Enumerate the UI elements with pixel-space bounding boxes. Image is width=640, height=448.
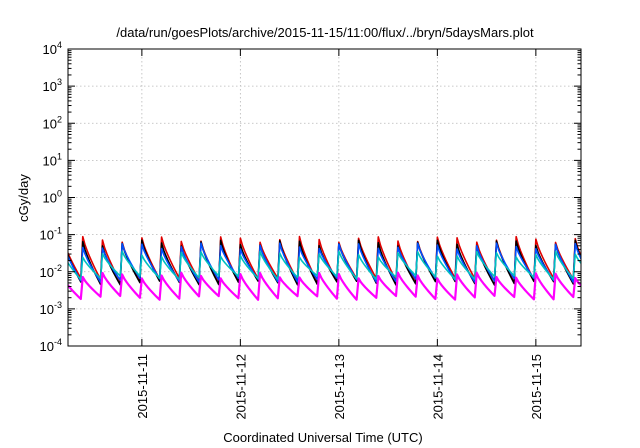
y-tick-label: 102 [43, 114, 62, 131]
x-tick-label: 2015-11-11 [135, 354, 150, 419]
series-group [68, 235, 581, 301]
y-axis: 10-4 10-3 10-2 10-1 100 101 102 103 104 [40, 40, 581, 354]
grid-lines [68, 49, 581, 346]
x-tick-label: 2015-11-13 [332, 354, 347, 420]
y-axis-label: cGy/day [16, 174, 31, 222]
x-tick-label: 2015-11-15 [529, 354, 544, 420]
x-tick-label: 2015-11-12 [233, 354, 248, 420]
x-tick-label: 2015-11-14 [430, 354, 445, 420]
y-tick-label: 10-1 [40, 226, 62, 243]
y-tick-label: 103 [43, 77, 62, 94]
y-tick-label: 10-4 [40, 337, 62, 354]
y-tick-label: 10-2 [40, 263, 62, 280]
y-tick-label: 100 [43, 189, 62, 206]
x-axis: 2015-11-11 2015-11-12 2015-11-13 2015-11-14… [135, 49, 544, 420]
y-tick-label: 101 [43, 151, 62, 168]
x-axis-label: Coordinated Universal Time (UTC) [223, 430, 422, 445]
series-line [68, 271, 581, 301]
y-tick-label: 10-3 [40, 300, 62, 317]
y-tick-label: 104 [43, 40, 62, 57]
chart-title: /data/run/goesPlots/archive/2015-11-15/1… [116, 25, 534, 40]
series-line [68, 250, 581, 281]
series-line [68, 242, 581, 283]
